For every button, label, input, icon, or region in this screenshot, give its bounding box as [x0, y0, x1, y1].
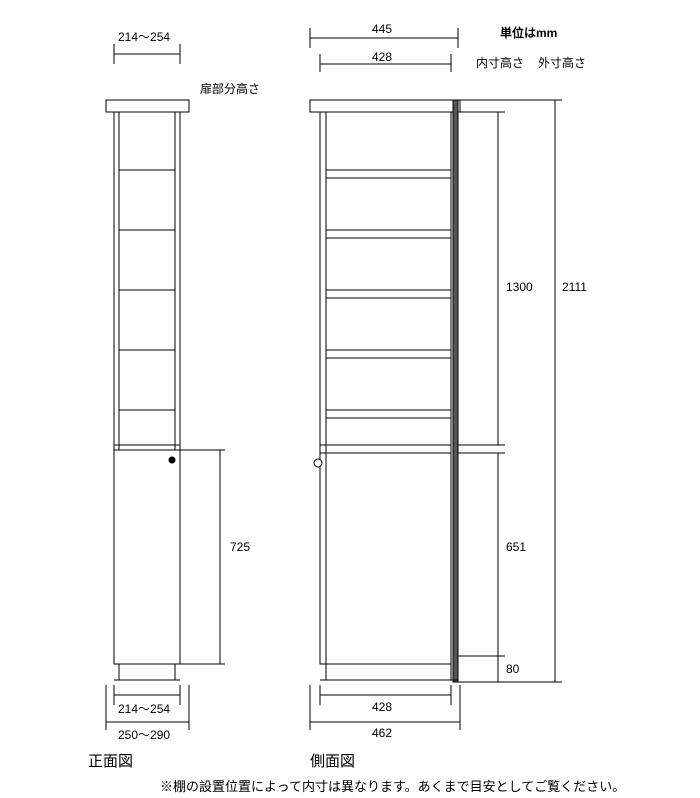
- drawing-canvas: 単位はmm 214～254 扉部分高さ 725 214～254 250～290 …: [0, 0, 700, 798]
- front-bottom-inner-width: 214～254: [118, 700, 170, 717]
- front-top-width: 214～254: [118, 28, 170, 45]
- side-top-outer-width: 445: [372, 22, 392, 36]
- door-height-label: 扉部分高さ: [200, 80, 260, 97]
- side-bottom-inner-width: 428: [372, 700, 392, 714]
- front-bottom-outer-width: 250～290: [118, 726, 170, 743]
- unit-label: 単位はmm: [500, 24, 557, 41]
- outer-height-label: 外寸高さ: [538, 54, 586, 71]
- side-inner-top: 1300: [506, 280, 533, 294]
- side-foot-height: 80: [506, 662, 519, 676]
- side-top-inner-width: 428: [372, 50, 392, 64]
- footnote: ※棚の設置位置によって内寸は異なります。あくまで目安としてご覧ください。: [160, 776, 625, 795]
- front-title: 正面図: [88, 750, 133, 771]
- side-bottom-outer-width: 462: [372, 726, 392, 740]
- side-title: 側面図: [310, 750, 355, 771]
- side-outer-height: 2111: [562, 280, 587, 294]
- drawing-svg: [0, 0, 700, 798]
- side-inner-bottom: 651: [506, 540, 526, 554]
- inner-height-label: 内寸高さ: [476, 54, 524, 71]
- front-door-height: 725: [230, 540, 250, 554]
